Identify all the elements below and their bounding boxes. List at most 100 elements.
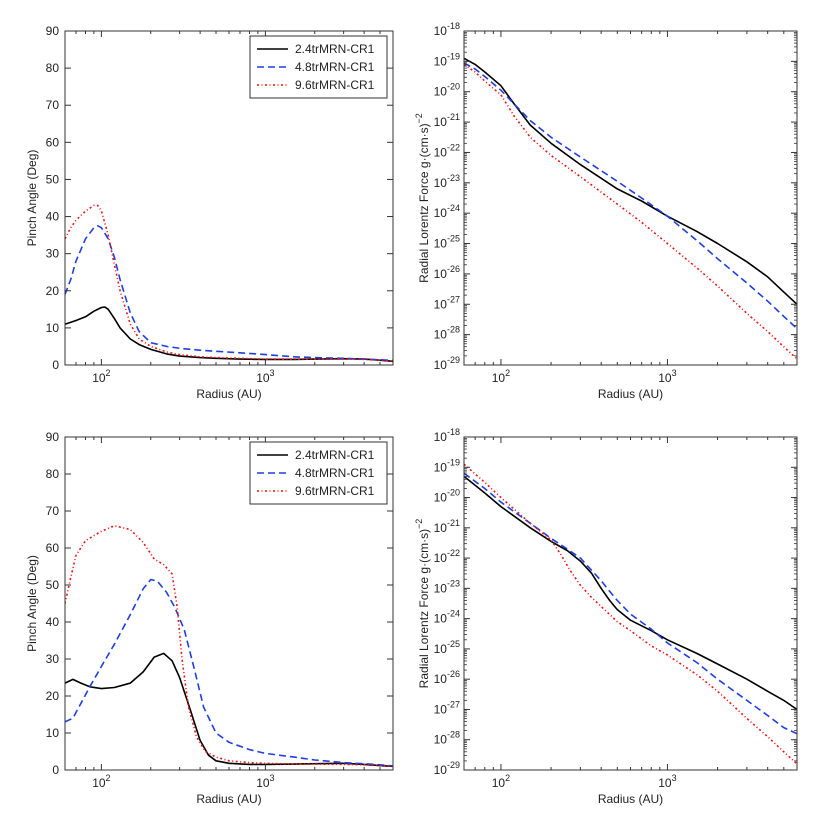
- plot-frame: [463, 30, 798, 366]
- x-tick-label-exp: 2: [106, 773, 111, 783]
- y-axis-label-main: Radial Lorentz Force g·(cm·s): [417, 123, 431, 282]
- y-tick-label-base: 10: [434, 54, 448, 68]
- legend-label: 9.6trMRN-CR1: [295, 78, 375, 92]
- plot-frame: [463, 436, 798, 771]
- y-tick-label: 10-18: [434, 21, 460, 38]
- y-axis-label-main: Radial Lorentz Force g·(cm·s): [417, 529, 431, 688]
- y-tick-label: 10-20: [434, 82, 460, 99]
- y-tick-label: 50: [46, 578, 60, 592]
- chart-lorentz-force-top: 102 10310-2910-2810-2710-2610-2510-2410-2…: [414, 21, 798, 401]
- y-tick-label: 20: [46, 284, 60, 298]
- legend-label: 9.6trMRN-CR1: [295, 484, 375, 498]
- y-tick-label-exp: -18: [447, 427, 460, 437]
- series-line-4.8trMRN-CR1: [464, 472, 797, 735]
- y-tick-label-base: 10: [434, 612, 448, 626]
- y-tick-label: 10-21: [434, 112, 460, 129]
- y-tick-label: 10-25: [434, 639, 460, 656]
- y-tick-label-exp: -20: [447, 82, 460, 92]
- y-tick-label-base: 10: [434, 85, 448, 99]
- y-tick-label: 10-20: [434, 488, 460, 505]
- y-tick-label-base: 10: [434, 267, 448, 281]
- y-tick-label-exp: -28: [447, 730, 460, 740]
- y-tick-label-base: 10: [434, 358, 448, 372]
- series-line-4.8trMRN-CR1: [65, 225, 393, 362]
- y-tick-label: 10-21: [434, 518, 460, 535]
- chart-lorentz-force-bottom: 102 10310-2910-2810-2710-2610-2510-2410-2…: [414, 427, 798, 806]
- series-line-9.6trMRN-CR1: [464, 463, 797, 765]
- y-tick-label-base: 10: [434, 581, 448, 595]
- x-axis-label: Radius (AU): [598, 387, 663, 401]
- y-axis-label-exp: −2: [415, 519, 424, 529]
- y-tick-label-base: 10: [434, 297, 448, 311]
- y-tick-label: 70: [46, 98, 60, 112]
- y-tick-label-exp: -18: [447, 21, 460, 31]
- y-tick-label: 90: [46, 430, 60, 444]
- y-tick-label: 40: [46, 210, 60, 224]
- panel-bottom-left: 102 103 0 10 20 30 40 50 60 70 80 90 Radius (AU) Pinc…: [0, 411, 415, 822]
- series-line-2.4trMRN-CR1: [65, 652, 393, 768]
- y-tick-label: 0: [52, 358, 59, 372]
- y-tick-label-exp: -27: [447, 699, 460, 709]
- y-tick-label: 40: [46, 615, 60, 629]
- y-tick-label-base: 10: [434, 24, 448, 38]
- y-tick-label-exp: -27: [447, 294, 460, 304]
- x-tick-label-base: 10: [92, 776, 106, 790]
- x-tick-label-exp: 3: [672, 368, 677, 378]
- y-tick-label: 10-24: [434, 609, 460, 626]
- y-tick-label-exp: -26: [447, 264, 460, 274]
- y-tick-label-exp: -26: [447, 669, 460, 679]
- x-tick-label: 103: [658, 773, 676, 790]
- y-tick-label-base: 10: [434, 672, 448, 686]
- y-tick-label-exp: -24: [447, 203, 460, 213]
- x-axis-label: Radius (AU): [196, 387, 261, 401]
- x-tick-label-base: 10: [658, 371, 672, 385]
- y-tick-label-exp: -22: [447, 142, 460, 152]
- y-tick-label: 10-26: [434, 669, 460, 686]
- y-tick-label: 10-18: [434, 427, 460, 444]
- x-tick-label: 103: [256, 773, 274, 790]
- y-tick-label-exp: -23: [447, 173, 460, 183]
- y-tick-label-base: 10: [434, 642, 448, 656]
- y-tick-label-base: 10: [434, 328, 448, 342]
- y-tick-label-exp: -22: [447, 548, 460, 558]
- x-tick-label-base: 10: [658, 776, 672, 790]
- y-tick-label-exp: -25: [447, 234, 460, 244]
- y-tick-label: 10-23: [434, 173, 460, 190]
- legend-label: 2.4trMRN-CR1: [295, 448, 375, 462]
- x-axis-label: Radius (AU): [598, 792, 663, 806]
- x-tick-label-base: 10: [92, 371, 106, 385]
- y-tick-label-exp: -21: [447, 112, 460, 122]
- y-tick-label: 10-27: [434, 699, 460, 716]
- y-tick-label: 10-29: [434, 355, 460, 372]
- legend-label: 2.4trMRN-CR1: [295, 42, 375, 56]
- x-tick-label: 102: [492, 773, 510, 790]
- y-axis-label: Pinch Angle (Deg): [25, 555, 39, 652]
- series-line-4.8trMRN-CR1: [65, 578, 393, 767]
- y-tick-label: 10-27: [434, 294, 460, 311]
- legend-label: 4.8trMRN-CR1: [295, 60, 375, 74]
- y-tick-label: 10-26: [434, 264, 460, 281]
- y-tick-label: 10-22: [434, 548, 460, 565]
- x-tick-label-exp: 2: [505, 773, 510, 783]
- series-line-9.6trMRN-CR1: [464, 63, 797, 360]
- y-tick-label-base: 10: [434, 733, 448, 747]
- y-tick-label: 80: [46, 467, 60, 481]
- y-tick-label-base: 10: [434, 430, 448, 444]
- x-tick-label-exp: 2: [106, 368, 111, 378]
- series-line-2.4trMRN-CR1: [65, 306, 393, 363]
- y-tick-label: 10: [46, 321, 60, 335]
- y-tick-label-exp: -25: [447, 639, 460, 649]
- y-tick-label: 70: [46, 504, 60, 518]
- y-tick-label: 60: [46, 135, 60, 149]
- y-tick-label-exp: -19: [447, 51, 460, 61]
- y-tick-label: 0: [52, 763, 59, 777]
- x-tick-label-exp: 3: [270, 368, 275, 378]
- y-tick-label-base: 10: [434, 763, 448, 777]
- panel-bottom-right: 102 103 10-29 10-28 10-27 10-26 10-25 10-24 10-2…: [414, 411, 830, 822]
- x-tick-label-base: 10: [492, 776, 506, 790]
- y-tick-label-base: 10: [434, 115, 448, 129]
- y-axis-label: Pinch Angle (Deg): [25, 150, 39, 247]
- y-axis-label: Radial Lorentz Force g·(cm·s)−2: [415, 113, 431, 283]
- y-tick-label: 60: [46, 541, 60, 555]
